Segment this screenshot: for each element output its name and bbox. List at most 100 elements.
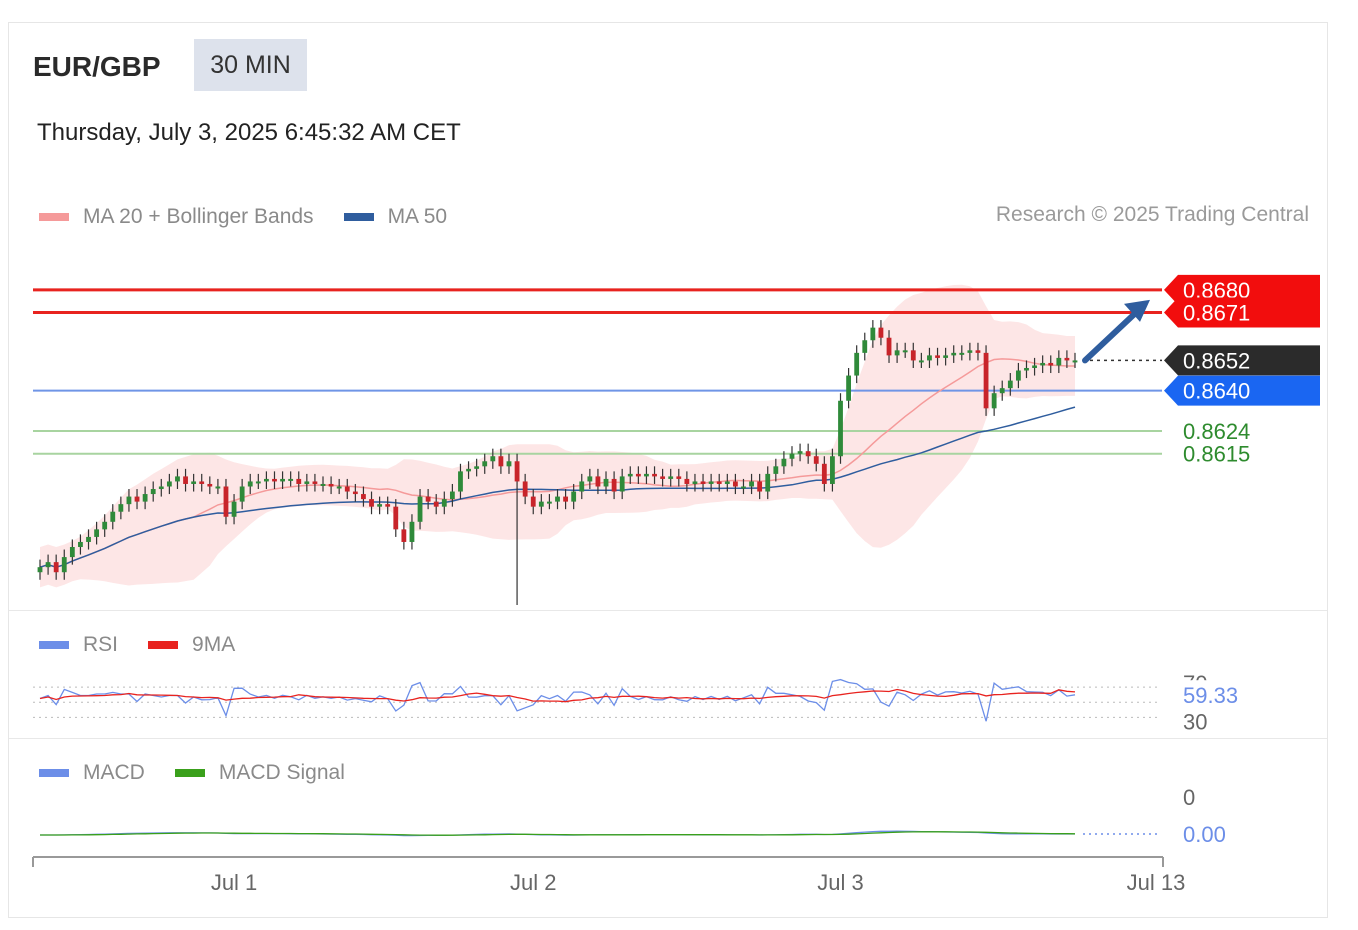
- candle-body: [700, 481, 706, 484]
- candle-body: [595, 476, 601, 487]
- candle-body: [684, 478, 690, 484]
- candle-body: [1048, 362, 1054, 366]
- legend-ma20-swatch: [39, 213, 69, 221]
- candle-body: [894, 350, 900, 356]
- legend-rsi-swatch: [39, 641, 69, 649]
- candle-body: [789, 453, 795, 459]
- candle-body: [757, 481, 763, 492]
- candle-body: [571, 491, 577, 502]
- candle-body: [1032, 365, 1037, 368]
- candle-body: [458, 471, 463, 492]
- candle-body: [781, 458, 787, 467]
- candle-body: [918, 360, 924, 363]
- candle-body: [255, 481, 261, 484]
- candle-body: [870, 327, 876, 341]
- candle-body: [943, 355, 949, 358]
- candle-body: [846, 375, 852, 401]
- candle-body: [247, 481, 253, 487]
- candle-body: [506, 461, 512, 467]
- candle-body: [94, 529, 100, 537]
- candle-body: [668, 476, 674, 479]
- candle-body: [741, 486, 746, 489]
- macd-signal-line: [40, 831, 1076, 836]
- candles: [37, 320, 1078, 605]
- candle-body: [627, 473, 633, 477]
- candle-body: [1064, 357, 1070, 361]
- legend-macd-signal-label: MACD Signal: [218, 761, 345, 784]
- candle-body: [134, 496, 140, 502]
- level-tag-3: [1164, 375, 1320, 406]
- candle-body: [716, 481, 722, 484]
- candle-body: [611, 478, 617, 492]
- candle-body: [692, 481, 698, 484]
- candle-body: [288, 478, 294, 481]
- candle-body: [320, 483, 326, 486]
- candle-body: [361, 494, 366, 500]
- candle-body: [482, 461, 488, 467]
- candle-body: [530, 496, 536, 507]
- candle-body: [983, 352, 989, 409]
- candle-body: [1015, 370, 1021, 381]
- candle-body: [102, 521, 108, 530]
- candle-body: [118, 504, 124, 512]
- candle-body: [175, 476, 180, 482]
- candle-body: [676, 476, 682, 479]
- candle-body: [1040, 362, 1046, 366]
- candle-body: [231, 501, 237, 517]
- legend-ma20: MA 20 + Bollinger Bands: [39, 205, 314, 229]
- candle-body: [1007, 380, 1013, 389]
- level-tag-0: [1164, 274, 1320, 305]
- candle-body: [425, 496, 431, 502]
- main-legend: MA 20 + Bollinger Bands MA 50: [39, 205, 477, 229]
- candle-body: [821, 463, 827, 484]
- candle-body: [336, 486, 342, 489]
- candle-body: [975, 350, 981, 353]
- forecast-arrow-head: [1124, 299, 1150, 322]
- candle-body: [886, 337, 892, 356]
- candle-body: [385, 504, 391, 507]
- candle-body: [813, 456, 819, 464]
- candle-body: [312, 481, 318, 484]
- legend-macd: MACD: [39, 761, 145, 785]
- candle-body: [183, 476, 188, 484]
- candle-body: [603, 478, 609, 487]
- candle-body: [1024, 367, 1029, 371]
- candle-body: [377, 504, 383, 507]
- legend-ma50-label: MA 50: [387, 205, 448, 228]
- candle-body: [587, 476, 593, 482]
- candle-body: [78, 541, 83, 548]
- candle-body: [951, 352, 957, 356]
- candle-body: [563, 496, 568, 502]
- bollinger-band-area: [40, 284, 1075, 588]
- candle-body: [126, 496, 132, 505]
- datetime-label: Thursday, July 3, 2025 6:45:32 AM CET: [37, 119, 461, 146]
- candle-body: [830, 456, 835, 484]
- candle-body: [862, 340, 868, 353]
- rsi-legend: RSI 9MA: [39, 633, 265, 657]
- candle-body: [732, 481, 738, 487]
- candle-body: [619, 476, 625, 492]
- legend-rsi: RSI: [39, 633, 118, 657]
- candle-body: [304, 481, 310, 484]
- candle-body: [765, 473, 771, 492]
- x-tick-label-1: Jul 2: [510, 870, 556, 895]
- candle-body: [280, 478, 285, 482]
- rsi-value-bg: [1175, 680, 1260, 709]
- candle-body: [37, 567, 43, 573]
- x-tick-label-2: Jul 3: [817, 870, 863, 895]
- research-credit: Research © 2025 Trading Central: [995, 203, 1309, 226]
- candle-body: [142, 494, 148, 502]
- legend-ma50: MA 50: [343, 205, 448, 229]
- candle-body: [61, 557, 67, 573]
- candle-body: [635, 473, 641, 477]
- candle-body: [150, 489, 156, 495]
- pair-title: EUR/GBP: [33, 51, 161, 82]
- candle-body: [878, 327, 884, 338]
- legend-ma20-label: MA 20 + Bollinger Bands: [83, 205, 314, 228]
- timeframe-button[interactable]: 30 MIN: [194, 39, 307, 91]
- candle-body: [296, 478, 302, 484]
- macd-tick-0: 0: [1183, 785, 1195, 810]
- candle-body: [991, 393, 997, 409]
- rsi-value-label: 59.33: [1183, 683, 1238, 708]
- candle-body: [498, 456, 504, 467]
